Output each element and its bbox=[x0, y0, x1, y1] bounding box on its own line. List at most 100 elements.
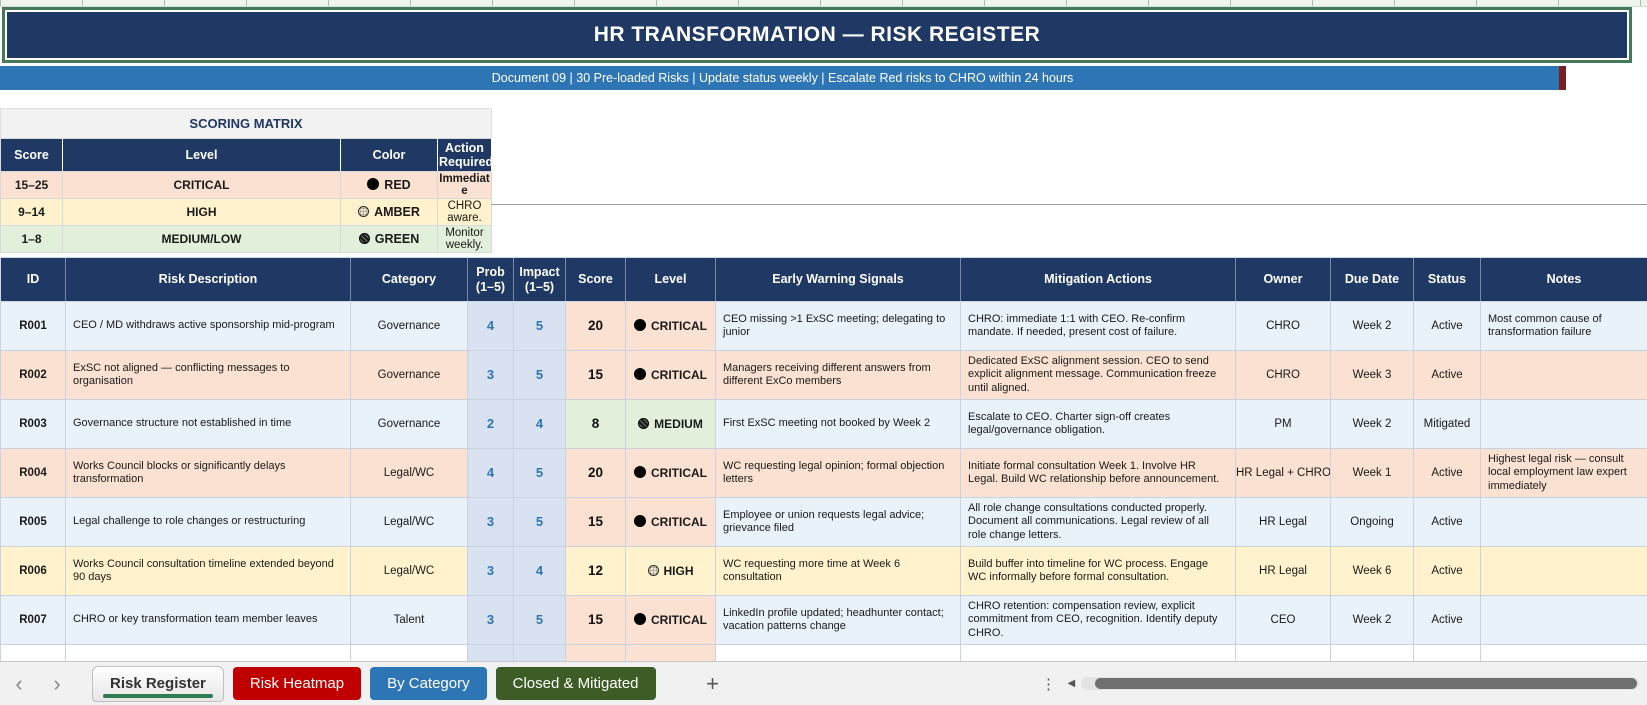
matrix-color-cell[interactable]: AMBER bbox=[340, 198, 438, 226]
cell-level[interactable]: CRITICAL bbox=[625, 595, 716, 645]
cell-score[interactable]: 15 bbox=[565, 497, 626, 547]
cell-id[interactable]: R005 bbox=[0, 497, 66, 547]
cell-due[interactable]: Week 3 bbox=[1330, 350, 1414, 400]
header-prob[interactable]: Prob (1–5) bbox=[467, 257, 514, 302]
cell-level[interactable]: CRITICAL bbox=[625, 301, 716, 351]
cell-owner[interactable] bbox=[1235, 644, 1331, 661]
matrix-action-cell[interactable]: Monitor weekly. bbox=[437, 225, 492, 253]
cell-owner[interactable]: CHRO bbox=[1235, 301, 1331, 351]
cell-desc[interactable]: Works Council consultation timeline exte… bbox=[65, 546, 351, 596]
cell-impact[interactable]: 5 bbox=[513, 448, 566, 498]
cell-notes[interactable] bbox=[1480, 595, 1647, 645]
matrix-level-cell[interactable]: CRITICAL bbox=[62, 171, 341, 199]
cell-impact[interactable]: 4 bbox=[513, 399, 566, 449]
cell-warning[interactable]: Managers receiving different answers fro… bbox=[715, 350, 961, 400]
cell-owner[interactable]: HR Legal bbox=[1235, 497, 1331, 547]
matrix-header-score[interactable]: Score bbox=[0, 138, 63, 172]
header-level[interactable]: Level bbox=[625, 257, 716, 302]
cell-level[interactable]: CRITICAL bbox=[625, 448, 716, 498]
matrix-header-level[interactable]: Level bbox=[62, 138, 341, 172]
matrix-header-action[interactable]: Action Required bbox=[437, 138, 492, 172]
cell-category[interactable] bbox=[350, 644, 468, 661]
sheet-tab[interactable]: Risk Heatmap bbox=[232, 667, 362, 700]
cell-impact[interactable]: 5 bbox=[513, 301, 566, 351]
scrollbar-thumb[interactable] bbox=[1095, 678, 1637, 689]
sheet-menu-icon[interactable]: ⋮ bbox=[1041, 675, 1057, 693]
cell-owner[interactable]: PM bbox=[1235, 399, 1331, 449]
cell-level[interactable]: CRITICAL bbox=[625, 350, 716, 400]
header-impact[interactable]: Impact (1–5) bbox=[513, 257, 566, 302]
cell-warning[interactable]: First ExSC meeting not booked by Week 2 bbox=[715, 399, 961, 449]
cell-warning[interactable]: CEO missing >1 ExSC meeting; delegating … bbox=[715, 301, 961, 351]
cell-status[interactable]: Mitigated bbox=[1413, 399, 1481, 449]
matrix-level-cell[interactable]: HIGH bbox=[62, 198, 341, 226]
cell-notes[interactable]: Most common cause of transformation fail… bbox=[1480, 301, 1647, 351]
cell-prob[interactable]: 4 bbox=[467, 301, 514, 351]
cell-warning[interactable]: LinkedIn profile updated; headhunter con… bbox=[715, 595, 961, 645]
cell-score[interactable]: 15 bbox=[565, 595, 626, 645]
cell-impact[interactable]: 4 bbox=[513, 546, 566, 596]
cell-category[interactable]: Governance bbox=[350, 350, 468, 400]
cell-status[interactable]: Active bbox=[1413, 546, 1481, 596]
cell-score[interactable]: 20 bbox=[565, 448, 626, 498]
cell-category[interactable]: Legal/WC bbox=[350, 497, 468, 547]
header-mitigation[interactable]: Mitigation Actions bbox=[960, 257, 1236, 302]
cell-mitigation[interactable]: Build buffer into timeline for WC proces… bbox=[960, 546, 1236, 596]
cell-score[interactable] bbox=[565, 644, 626, 661]
header-score[interactable]: Score bbox=[565, 257, 626, 302]
cell-impact[interactable]: 5 bbox=[513, 595, 566, 645]
cell-mitigation[interactable]: All role change consultations conducted … bbox=[960, 497, 1236, 547]
cell-desc[interactable] bbox=[65, 644, 351, 661]
header-desc[interactable]: Risk Description bbox=[65, 257, 351, 302]
matrix-score-cell[interactable]: 9–14 bbox=[0, 198, 63, 226]
cell-prob[interactable]: 3 bbox=[467, 497, 514, 547]
sheet-tab[interactable]: Risk Register bbox=[92, 665, 224, 702]
cell-notes[interactable] bbox=[1480, 350, 1647, 400]
matrix-level-cell[interactable]: MEDIUM/LOW bbox=[62, 225, 341, 253]
header-due[interactable]: Due Date bbox=[1330, 257, 1414, 302]
cell-prob[interactable]: 4 bbox=[467, 448, 514, 498]
cell-mitigation[interactable]: Escalate to CEO. Charter sign-off create… bbox=[960, 399, 1236, 449]
cell-id[interactable]: R004 bbox=[0, 448, 66, 498]
header-status[interactable]: Status bbox=[1413, 257, 1481, 302]
cell-due[interactable]: Ongoing bbox=[1330, 497, 1414, 547]
cell-desc[interactable]: CHRO or key transformation team member l… bbox=[65, 595, 351, 645]
cell-owner[interactable]: HR Legal bbox=[1235, 546, 1331, 596]
cell-notes[interactable] bbox=[1480, 497, 1647, 547]
cell-impact[interactable] bbox=[513, 644, 566, 661]
cell-level[interactable]: HIGH bbox=[625, 546, 716, 596]
cell-level[interactable]: MEDIUM bbox=[625, 399, 716, 449]
cell-status[interactable]: Active bbox=[1413, 595, 1481, 645]
next-sheet-icon[interactable]: › bbox=[53, 670, 61, 696]
cell-impact[interactable]: 5 bbox=[513, 350, 566, 400]
cell-prob[interactable]: 3 bbox=[467, 546, 514, 596]
cell-prob[interactable]: 2 bbox=[467, 399, 514, 449]
prev-sheet-icon[interactable]: ‹ bbox=[15, 670, 23, 696]
cell-prob[interactable]: 3 bbox=[467, 350, 514, 400]
cell-owner[interactable]: CHRO bbox=[1235, 350, 1331, 400]
cell-category[interactable]: Governance bbox=[350, 399, 468, 449]
cell-score[interactable]: 8 bbox=[565, 399, 626, 449]
cell-status[interactable]: Active bbox=[1413, 301, 1481, 351]
cell-status[interactable]: Active bbox=[1413, 448, 1481, 498]
cell-desc[interactable]: Governance structure not established in … bbox=[65, 399, 351, 449]
cell-owner[interactable]: HR Legal + CHRO bbox=[1235, 448, 1331, 498]
cell-id[interactable]: R007 bbox=[0, 595, 66, 645]
cell-prob[interactable]: 3 bbox=[467, 595, 514, 645]
cell-notes[interactable] bbox=[1480, 399, 1647, 449]
cell-warning[interactable]: WC requesting legal opinion; formal obje… bbox=[715, 448, 961, 498]
cell-owner[interactable]: CEO bbox=[1235, 595, 1331, 645]
cell-warning[interactable]: WC requesting more time at Week 6 consul… bbox=[715, 546, 961, 596]
cell-notes[interactable] bbox=[1480, 546, 1647, 596]
header-id[interactable]: ID bbox=[0, 257, 66, 302]
cell-score[interactable]: 15 bbox=[565, 350, 626, 400]
matrix-score-cell[interactable]: 1–8 bbox=[0, 225, 63, 253]
cell-due[interactable]: Week 2 bbox=[1330, 399, 1414, 449]
matrix-action-cell[interactable]: Immediate bbox=[437, 171, 492, 199]
cell-level[interactable]: CRITICAL bbox=[625, 497, 716, 547]
cell-desc[interactable]: Legal challenge to role changes or restr… bbox=[65, 497, 351, 547]
cell-warning[interactable] bbox=[715, 644, 961, 661]
cell-level[interactable] bbox=[625, 644, 716, 661]
matrix-score-cell[interactable]: 15–25 bbox=[0, 171, 63, 199]
cell-mitigation[interactable]: CHRO: immediate 1:1 with CEO. Re-confirm… bbox=[960, 301, 1236, 351]
